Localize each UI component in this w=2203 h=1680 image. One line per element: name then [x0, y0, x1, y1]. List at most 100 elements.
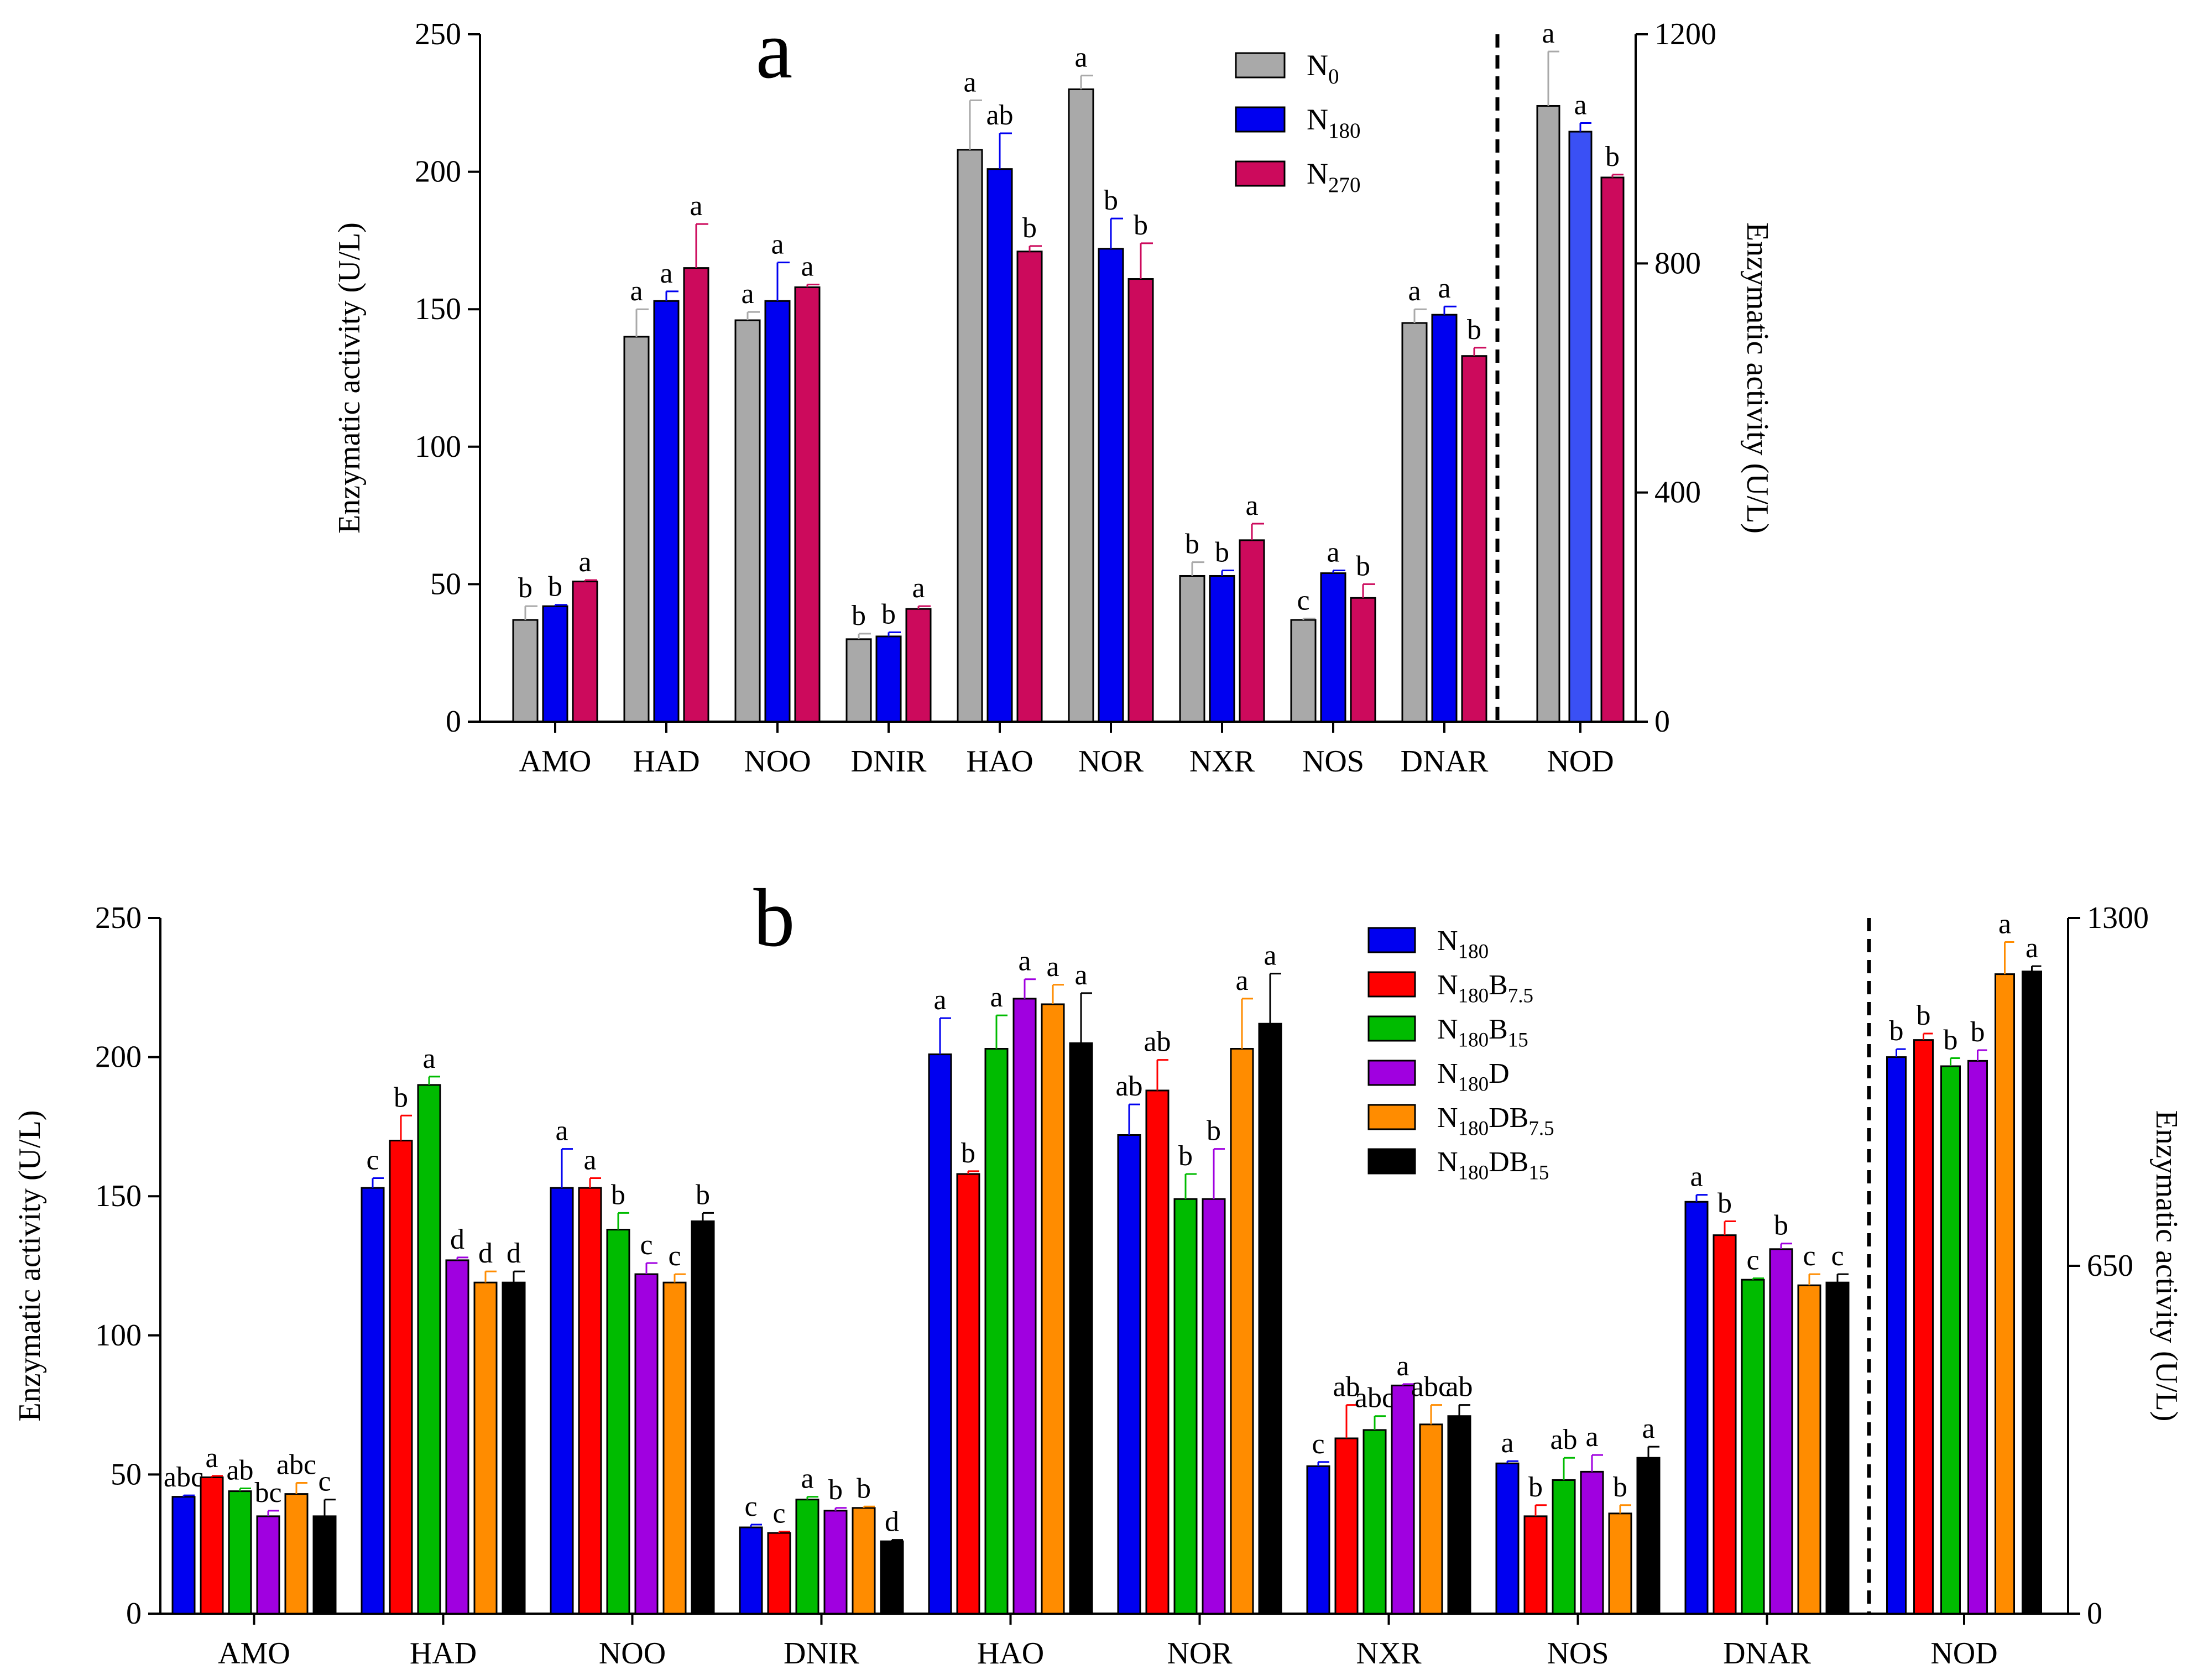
p1-bar [1320, 572, 1346, 723]
p1-y-tick-label-left: 50 [430, 567, 461, 601]
p2-legend-label: N180D [1437, 1058, 1510, 1096]
p2-x-tick-label-nos: NOS [1547, 1636, 1609, 1671]
p2-bar [389, 1140, 413, 1615]
p2-legend-swatch [1367, 927, 1416, 953]
p1-significance-letter: a [1327, 537, 1339, 568]
p2-significance-letter: a [933, 984, 946, 1016]
p1-significance-letter: a [630, 275, 643, 307]
p2-x-tick-label-amo: AMO [218, 1636, 290, 1671]
p1-bar [764, 300, 791, 723]
p2-bar [1306, 1465, 1330, 1615]
p1-significance-letter: a [963, 66, 976, 98]
p2-bar [361, 1187, 385, 1615]
p1-significance-letter-nod: a [1542, 18, 1554, 49]
p2-bar [445, 1259, 469, 1615]
p1-bar [957, 149, 983, 723]
p2-y-tick-label-left: 100 [95, 1318, 142, 1353]
p2-bar [473, 1281, 498, 1615]
p2-significance-letter: ab [1333, 1371, 1360, 1403]
p1-significance-letter: a [1245, 490, 1258, 521]
p1-y-tick-label-right: 0 [1654, 705, 1670, 739]
p2-bar [1069, 1042, 1093, 1615]
p2-significance-letter: abc [276, 1449, 316, 1480]
p2-bar [502, 1281, 526, 1615]
p1-significance-letter: b [1104, 185, 1118, 216]
p1-panel-label: a [756, 4, 793, 96]
p2-bar [1684, 1201, 1709, 1615]
p1-x-tick-label-nor: NOR [1078, 744, 1144, 779]
p1-significance-letter: a [1408, 275, 1421, 307]
p2-bar [1173, 1198, 1198, 1615]
p1-bar [1179, 575, 1205, 723]
p2-significance-letter: b [857, 1473, 871, 1504]
p2-bar [1580, 1470, 1604, 1615]
p1-bar [875, 635, 902, 723]
p2-bar [984, 1048, 1009, 1615]
p2-significance-letter: a [555, 1115, 568, 1147]
p2-significance-letter: c [668, 1240, 681, 1272]
p2-significance-letter: b [1178, 1140, 1193, 1172]
p2-significance-letter: a [583, 1144, 596, 1176]
p2-significance-letter: c [366, 1144, 379, 1176]
p2-significance-letter: abc [1355, 1382, 1395, 1414]
p2-significance-letter: ab [226, 1455, 253, 1486]
p2-legend-label: N180B15 [1437, 1014, 1528, 1052]
p2-significance-letter: b [696, 1179, 710, 1211]
p2-significance-letter: b [961, 1138, 975, 1169]
p1-x-tick-label-nos: NOS [1302, 744, 1364, 779]
p2-significance-letter: ab [1144, 1026, 1171, 1058]
p2-x-tick-label-nor: NOR [1167, 1636, 1233, 1671]
p2-bar [1145, 1089, 1170, 1615]
p2-bar [928, 1053, 952, 1615]
p2-significance-letter: ab [1115, 1071, 1142, 1102]
p2-y-tick-label-left: 250 [95, 901, 142, 935]
p2-significance-letter: a [1235, 965, 1248, 996]
p1-bar [512, 619, 539, 723]
p1-significance-letter: ab [986, 100, 1013, 131]
p2-legend-label: N180DB7.5 [1437, 1102, 1554, 1140]
p2-significance-letter: c [1803, 1240, 1815, 1272]
p1-bar [1016, 251, 1043, 723]
p1-x-tick-label-dnir: DNIR [851, 744, 927, 779]
p2-significance-letter-nod: b [1917, 1000, 1931, 1031]
p1-significance-letter: b [518, 572, 533, 604]
p1-y-tick-label-left: 250 [415, 17, 461, 51]
p2-legend-swatch [1367, 1060, 1416, 1086]
p1-y-axis-title-left: Enzymatic activity (U/L) [332, 222, 367, 534]
p1-significance-letter: a [690, 190, 702, 222]
p1-bar [1209, 575, 1235, 723]
p1-significance-letter: a [801, 251, 813, 282]
p1-x-tick-label-nxr: NXR [1189, 744, 1255, 779]
p2-bar [691, 1220, 715, 1615]
p1-bar [1401, 322, 1428, 723]
p2-x-tick-label-dnir: DNIR [784, 1636, 860, 1671]
p1-significance-letter: a [1074, 42, 1087, 74]
p2-significance-letter-nod: a [1998, 909, 2011, 940]
p1-y-tick-label-right: 1200 [1654, 17, 1716, 51]
p2-x-tick-label-had: HAD [410, 1636, 477, 1671]
p2-legend-label: N180B7.5 [1437, 969, 1533, 1008]
p1-bar [734, 319, 761, 723]
p1-legend-swatch [1235, 160, 1286, 187]
p2-y-tick-label-right: 0 [2087, 1596, 2102, 1631]
p2-bar [1769, 1248, 1793, 1615]
p2-bar [956, 1173, 980, 1615]
p2-significance-letter: c [744, 1491, 757, 1522]
p2-bar [284, 1493, 309, 1615]
p2-significance-letter: b [611, 1179, 625, 1211]
p2-y-tick-label-left: 0 [126, 1596, 142, 1631]
p2-significance-letter: c [1746, 1245, 1759, 1276]
p2-significance-letter: b [1207, 1115, 1221, 1147]
p2-significance-letter: a [205, 1442, 218, 1474]
p1-significance-letter-nod: a [1574, 90, 1586, 121]
p1-bar [1127, 278, 1154, 723]
p1-bar [845, 638, 872, 723]
p2-legend-swatch [1367, 1015, 1416, 1042]
p2-significance-letter: c [640, 1229, 652, 1261]
p2-bar-nod [1940, 1065, 1961, 1615]
p2-bar [200, 1476, 224, 1615]
p2-bar [550, 1187, 574, 1615]
p2-significance-letter: b [1613, 1472, 1627, 1503]
p1-bar [572, 580, 598, 723]
